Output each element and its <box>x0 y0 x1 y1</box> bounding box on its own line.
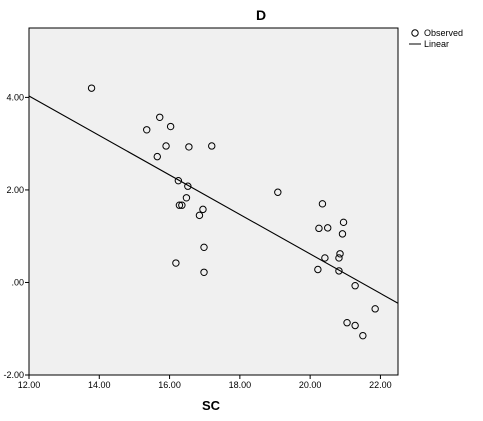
observed-point <box>359 331 367 340</box>
y-tick-label: 4.00 <box>6 92 24 102</box>
observed-point <box>172 259 180 267</box>
observed-point <box>318 200 327 208</box>
observed-point <box>339 218 348 227</box>
observed-point <box>343 319 351 327</box>
observed-point <box>314 265 322 274</box>
observed-point <box>195 211 204 220</box>
y-tick-label: -2.00 <box>3 370 24 380</box>
y-tick-label: 2.00 <box>6 185 24 195</box>
observed-point <box>156 113 164 121</box>
observed-point <box>315 224 323 233</box>
observed-point <box>338 230 347 238</box>
observed-point <box>153 152 161 161</box>
legend-observed-label: Observed <box>424 28 463 38</box>
observed-point <box>143 126 151 134</box>
x-tick-label: 14.00 <box>88 380 111 390</box>
x-tick-label: 16.00 <box>158 380 181 390</box>
chart-title: D <box>256 7 266 23</box>
legend-observed-marker <box>411 29 419 37</box>
x-axis-label: SC <box>202 398 221 413</box>
observed-point <box>321 254 329 262</box>
observed-point <box>371 305 379 313</box>
observed-point <box>87 84 96 92</box>
y-tick-label: .00 <box>11 277 24 287</box>
observed-point <box>336 250 344 258</box>
data-points <box>87 84 379 340</box>
observed-point <box>351 282 359 290</box>
x-tick-label: 22.00 <box>369 380 392 390</box>
x-tick-label: 12.00 <box>18 380 41 390</box>
observed-point <box>162 142 170 150</box>
legend-linear-label: Linear <box>424 39 449 49</box>
plot-area <box>28 27 399 376</box>
observed-point <box>324 224 332 232</box>
observed-point <box>274 188 282 196</box>
observed-point <box>166 122 175 131</box>
observed-point <box>335 254 343 262</box>
x-axis-ticks: 12.00 14.00 16.00 18.00 20.00 22.00 <box>18 375 392 390</box>
observed-point <box>185 143 193 151</box>
observed-point <box>178 201 186 209</box>
observed-point <box>351 321 359 330</box>
observed-point <box>184 182 192 190</box>
observed-point <box>199 205 207 214</box>
observed-point <box>174 176 183 185</box>
y-axis-ticks: -2.00 .00 2.00 4.00 <box>3 92 29 380</box>
observed-point <box>200 243 208 252</box>
x-tick-label: 18.00 <box>229 380 252 390</box>
observed-point <box>182 194 191 202</box>
observed-point <box>208 142 216 150</box>
observed-point <box>335 267 343 275</box>
legend: Observed Linear <box>409 28 463 49</box>
observed-point <box>200 268 208 276</box>
x-tick-label: 20.00 <box>299 380 322 390</box>
observed-point <box>175 201 184 209</box>
